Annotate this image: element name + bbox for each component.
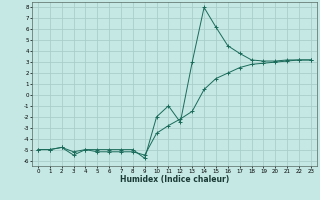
X-axis label: Humidex (Indice chaleur): Humidex (Indice chaleur) [120,175,229,184]
